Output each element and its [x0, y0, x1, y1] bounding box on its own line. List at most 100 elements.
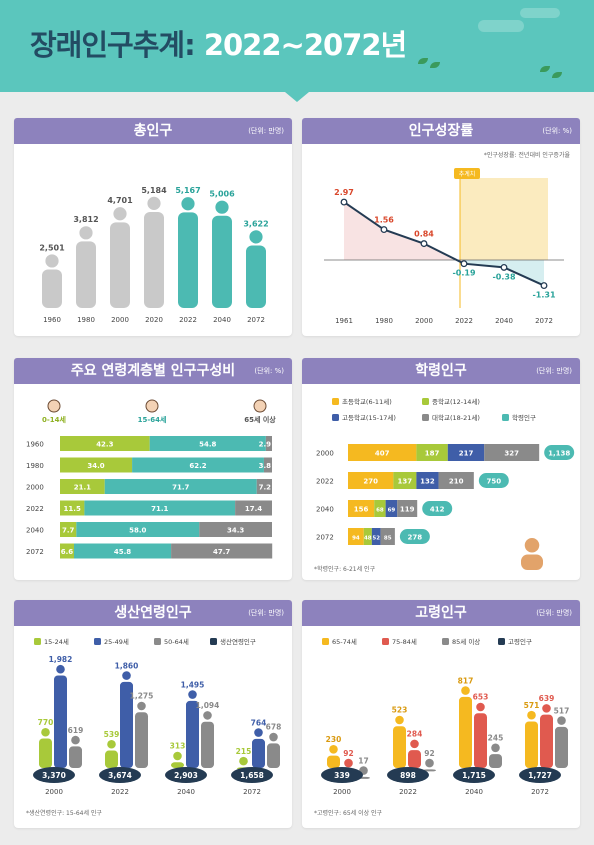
- year-tick-label: 1961: [335, 317, 353, 325]
- school-total-badge: [544, 445, 575, 460]
- bar-value-label: 764: [251, 718, 267, 727]
- population-value-label: 5,167: [175, 186, 200, 195]
- growth-point: [460, 260, 468, 268]
- age-structure-chart: 0-14세 15-64세 65세 이상 1960 42.3 54.8 2.9 1980 34.0…: [26, 399, 276, 559]
- bar-value-label: 92: [343, 749, 353, 758]
- age-segment-value: 11.5: [64, 505, 81, 513]
- age-segment-bar: [149, 436, 266, 451]
- total-badge: [165, 767, 207, 783]
- bar-figure-body: [423, 769, 436, 772]
- year-row-label: 2072: [316, 534, 334, 542]
- population-value-label: 5,006: [209, 190, 235, 199]
- age-segment-bar: [235, 500, 272, 516]
- year-tick-label: 2000: [45, 788, 63, 796]
- school-age-chart: 초등학교(6-11세) 중학교(12-14세) 고등학교(15-17세) 대학교(18…: [316, 397, 575, 570]
- bar-figure-head: [122, 671, 131, 680]
- year-tick-label: 2072: [247, 316, 265, 324]
- panel-title: 학령인구 (단위: 만명): [302, 358, 580, 384]
- total-value-label: 1,658: [240, 771, 264, 780]
- year-tick-label: 2040: [213, 316, 231, 324]
- bar-figure-body: [171, 762, 184, 768]
- population-figure-head: [113, 207, 127, 221]
- bar-value-label: 92: [424, 749, 434, 758]
- panel-growth-rate: 인구성장률 (단위: %) *인구성장률: 전년대비 인구증가율 추계치 2.97 1…: [302, 118, 580, 336]
- population-figure-body: [246, 245, 266, 308]
- school-total-value: 750: [487, 478, 502, 486]
- legend-swatch: [422, 398, 429, 405]
- growth-value-label: -1.31: [532, 291, 555, 300]
- total-badge: [231, 767, 273, 783]
- growth-point: [500, 263, 508, 271]
- elderly-note: *고령인구: 65세 이상 인구: [314, 810, 383, 817]
- cloud-decoration: [478, 20, 524, 32]
- age-segment-value: 62.2: [189, 462, 206, 470]
- population-value-label: 5,184: [141, 186, 167, 195]
- bar-value-label: 539: [104, 730, 120, 739]
- school-segment-value: 94: [352, 536, 360, 542]
- year-tick-label: 2072: [243, 788, 261, 796]
- school-segment-value: 52: [372, 536, 380, 542]
- age-segment-value: 34.0: [87, 462, 104, 470]
- header-notch: [285, 92, 309, 102]
- bar-figure-head: [344, 758, 353, 768]
- bar-figure-body: [525, 721, 538, 768]
- school-segment-value: 132: [420, 478, 435, 486]
- age-segment-bar: [60, 522, 77, 537]
- legend-label: 25-49세: [104, 637, 129, 646]
- bar-figure-head: [395, 715, 404, 725]
- age-segment-value: 7.7: [62, 527, 75, 535]
- year-row-label: 2022: [316, 478, 334, 486]
- elderly-chart: 65-74세 75-84세 85세 이상 고령인구230921733920005232…: [321, 637, 569, 796]
- age-segment-value: 47.7: [213, 548, 230, 556]
- legend-label: 고령인구: [508, 637, 532, 646]
- year-row-label: 2022: [26, 505, 44, 513]
- bar-figure-body: [105, 750, 118, 768]
- growth-negative-area: [464, 260, 544, 286]
- growth-value-label: 0.84: [414, 230, 434, 239]
- total-value-label: 898: [400, 771, 416, 780]
- age-segment-bar: [263, 457, 272, 473]
- year-row-label: 2072: [26, 548, 44, 556]
- projection-area: [460, 178, 548, 260]
- growth-note: *인구성장률: 전년대비 인구증가율: [483, 152, 570, 159]
- bar-figure-body: [54, 675, 67, 768]
- population-value-label: 4,701: [107, 196, 133, 205]
- age-segment-value: 21.1: [74, 484, 91, 492]
- bar-figure-body: [39, 738, 52, 768]
- school-total-badge: [422, 501, 453, 516]
- legend-swatch: [94, 638, 101, 645]
- population-figure-body: [144, 211, 164, 308]
- year-row-label: 2040: [26, 527, 44, 535]
- legend-swatch: [332, 414, 339, 421]
- age-group-face-icon: [253, 399, 267, 413]
- population-value-label: 2,501: [39, 243, 65, 252]
- age-segment-bar: [60, 436, 150, 451]
- school-segment-bar: [380, 528, 395, 545]
- panel-title: 주요 연령계층별 인구구성비 (단위: %): [14, 358, 292, 384]
- bar-value-label: 770: [38, 718, 54, 727]
- school-segment-bar: [416, 444, 448, 461]
- legend-swatch: [332, 398, 339, 405]
- year-tick-label: 2040: [465, 788, 483, 796]
- school-segment-value: 137: [398, 478, 413, 486]
- total-badge: [33, 767, 75, 783]
- header-banner: [0, 0, 594, 92]
- population-figure-head: [45, 254, 59, 268]
- panel-working-age: 생산연령인구 (단위: 만명) *생산연령인구: 15-64세 인구 15-24세…: [14, 600, 292, 828]
- age-segment-value: 42.3: [96, 441, 113, 449]
- population-figure-body: [76, 241, 96, 308]
- age-group-label: 15-64세: [138, 415, 167, 424]
- bar-figure-head: [425, 758, 434, 768]
- school-total-value: 278: [408, 534, 423, 542]
- age-group-face-icon: [47, 399, 61, 413]
- school-segment-bar: [393, 472, 417, 489]
- school-segment-bar: [397, 500, 418, 517]
- bar-figure-body: [201, 721, 214, 768]
- growth-point: [420, 240, 428, 248]
- bar-figure-body: [459, 696, 472, 768]
- legend-swatch: [442, 638, 449, 645]
- age-segment-bar: [60, 543, 74, 559]
- bar-figure-body: [252, 738, 265, 768]
- total-value-label: 3,370: [42, 771, 66, 780]
- bar-figure-body: [186, 700, 199, 768]
